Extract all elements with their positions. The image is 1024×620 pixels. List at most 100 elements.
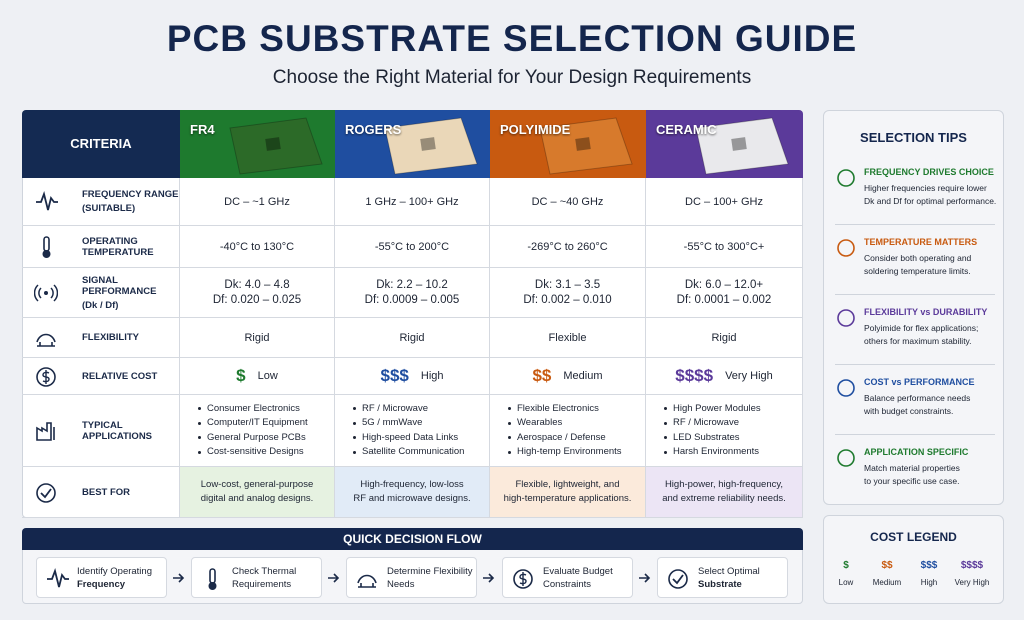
cell-text: Df: 0.020 – 0.025 [212, 293, 302, 306]
table-cell: RF / Microwave 5G / mmWave High-speed Data… [335, 395, 490, 467]
cost-symbol: $$ [532, 366, 552, 385]
row-label-text: RELATIVE COST [82, 370, 158, 382]
flow-step-text: Substrate [698, 579, 742, 590]
table-cell: -269°C to 260°C [490, 226, 646, 268]
bullet-text: Wearables [517, 417, 563, 428]
column-name: CERAMIC [656, 122, 717, 137]
tip-text: Dk and Df for optimal performance. [864, 196, 997, 206]
tip-text: to your specific use case. [864, 476, 960, 486]
flow-icon [355, 567, 379, 591]
row-icon [34, 481, 58, 505]
cell-text: 1 GHz – 100+ GHz [365, 195, 459, 208]
row-label-text: FREQUENCY RANGE [82, 189, 179, 200]
cost-symbol: $ [236, 366, 246, 385]
cost-text: High [420, 370, 444, 382]
icon [837, 169, 855, 187]
row-icon [34, 235, 58, 259]
row-sublabel: (Dk / Df) [82, 299, 119, 311]
flow-icon [45, 567, 69, 591]
flow-step: Check Thermal Requirements [191, 557, 322, 598]
icon [36, 422, 55, 441]
cell-text: digital and analog designs. [200, 493, 314, 504]
board-shape [229, 117, 323, 175]
flow-arrow [326, 571, 342, 583]
bullet-text: High-speed Data Links [362, 431, 459, 443]
table-cell: Dk: 2.2 – 10.2 Df: 0.0009 – 0.005 [335, 268, 490, 318]
table-cell: Rigid [180, 318, 335, 358]
table-cell: DC – ~1 GHz [180, 178, 335, 226]
board [384, 117, 478, 175]
bullet-text: Cost-sensitive Designs [207, 446, 304, 457]
cost-symbol: $$$ [380, 366, 409, 385]
flow-step-text: Select Optimal [698, 566, 760, 577]
icon [208, 568, 217, 590]
bullet-dot [508, 421, 511, 425]
column-header: CERAMIC [646, 110, 803, 178]
flow-step: Select Optimal Substrate [657, 557, 788, 598]
icon [36, 482, 56, 503]
arrow [639, 573, 651, 583]
flow-step: Evaluate Budget Constraints [502, 557, 633, 598]
row-label: SIGNAL PERFORMANCE (Dk / Df) [22, 268, 180, 318]
table-cell: $$$ High [335, 358, 490, 395]
flow-step-text: Needs [387, 579, 415, 590]
row-label: FREQUENCY RANGE (SUITABLE) [22, 178, 180, 226]
legend-symbol: $ [843, 560, 849, 571]
flow-icon [511, 567, 535, 591]
flow-step-text: Check Thermal [232, 566, 297, 577]
bullet-text: High Power Modules [673, 402, 761, 414]
table-cell: Consumer Electronics Computer/IT Equipmen… [180, 395, 335, 467]
tip-icon [835, 237, 857, 259]
icon [36, 333, 56, 347]
chip [265, 137, 281, 151]
legend-label: High [920, 578, 938, 587]
cell-text: Low-cost, general-purpose [200, 479, 314, 490]
table-cell: Rigid [335, 318, 490, 358]
bullet-dot [664, 450, 667, 454]
tip-divider [835, 434, 995, 435]
cell-text: and extreme reliability needs. [662, 493, 786, 504]
flow-arrow [637, 571, 653, 583]
bullet-dot [664, 407, 667, 411]
board-shape [539, 117, 633, 175]
table-cell: DC – ~40 GHz [490, 178, 646, 226]
table-cell: Dk: 3.1 – 3.5 Df: 0.002 – 0.010 [490, 268, 646, 318]
bullet-text: Satellite Communication [362, 446, 465, 457]
board-image [520, 114, 640, 176]
flow-step-text: Requirements [232, 579, 292, 590]
icon [47, 567, 69, 588]
table-cell: Rigid [646, 318, 803, 358]
tip-heading: FREQUENCY DRIVES CHOICE [864, 167, 994, 177]
cell-text: High-power, high-frequency, [664, 479, 784, 490]
bullet-item: Wearables [508, 416, 562, 431]
bullet-dot [508, 407, 511, 411]
bullet-text: Aerospace / Defense [517, 431, 606, 443]
tip-icon [835, 167, 857, 189]
tip-divider [835, 294, 995, 295]
bullet-item: LED Substrates [664, 431, 740, 446]
column-header: CRITERIA [22, 110, 180, 178]
cost-text: Low [257, 370, 278, 382]
legend-symbol: $$$ [920, 560, 938, 571]
tip-heading: FLEXIBILITY vs DURABILITY [864, 307, 988, 317]
row-label-text: OPERATING TEMPERATURE [82, 235, 154, 258]
row-label: TYPICAL APPLICATIONS [22, 395, 180, 467]
bullet-text: General Purpose PCBs [207, 431, 306, 443]
bullet-text: Harsh Environments [673, 446, 760, 457]
bullet-dot [353, 407, 356, 411]
tip-text: others for maximum stability. [864, 336, 972, 346]
bullet-text: Computer/IT Equipment [207, 417, 308, 428]
flow-step-text: Identify Operating [77, 566, 152, 577]
flow-arrow [171, 571, 187, 583]
tip-text: Consider both operating and [864, 253, 972, 263]
row-label-text: BEST FOR [82, 486, 131, 498]
arrow [483, 573, 495, 583]
column-name: FR4 [190, 122, 215, 137]
cell-text: high-temperature applications. [503, 493, 632, 504]
row-label: OPERATING TEMPERATURE [22, 226, 180, 268]
tip-heading: APPLICATION SPECIFIC [864, 447, 969, 457]
bullet-text: RF / Microwave [673, 417, 739, 428]
cost-text: Very High [725, 370, 773, 382]
board [539, 117, 633, 175]
